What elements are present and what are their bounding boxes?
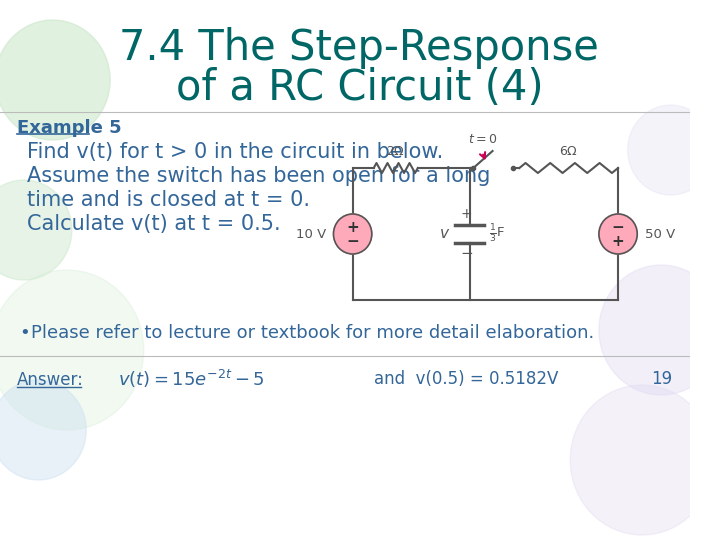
Circle shape xyxy=(599,214,637,254)
Text: $\frac{1}{3}$F: $\frac{1}{3}$F xyxy=(489,223,505,245)
Text: of a RC Circuit (4): of a RC Circuit (4) xyxy=(176,67,543,109)
Circle shape xyxy=(0,380,86,480)
Text: 7.4 The Step-Response: 7.4 The Step-Response xyxy=(120,27,599,69)
Text: 10 V: 10 V xyxy=(295,227,326,240)
Text: time and is closed at t = 0.: time and is closed at t = 0. xyxy=(27,190,310,210)
Text: 19: 19 xyxy=(652,370,672,388)
Text: Please refer to lecture or textbook for more detail elaboration.: Please refer to lecture or textbook for … xyxy=(31,324,594,342)
Text: Calculate v(t) at t = 0.5.: Calculate v(t) at t = 0.5. xyxy=(27,214,281,234)
Text: 6$\Omega$: 6$\Omega$ xyxy=(559,145,578,158)
Text: 2$\Omega$: 2$\Omega$ xyxy=(386,145,405,158)
Circle shape xyxy=(0,20,110,140)
Circle shape xyxy=(599,265,720,395)
Text: Example 5: Example 5 xyxy=(17,119,122,137)
Text: −: − xyxy=(346,233,359,248)
Circle shape xyxy=(570,385,714,535)
Text: Find v(t) for t > 0 in the circuit in below.: Find v(t) for t > 0 in the circuit in be… xyxy=(27,142,443,162)
Text: +: + xyxy=(346,219,359,234)
Text: −: − xyxy=(460,246,473,261)
Text: and  v(0.5) = 0.5182V: and v(0.5) = 0.5182V xyxy=(374,370,558,388)
Circle shape xyxy=(333,214,372,254)
Text: +: + xyxy=(461,207,472,221)
Text: Assume the switch has been open for a long: Assume the switch has been open for a lo… xyxy=(27,166,490,186)
Circle shape xyxy=(0,180,72,280)
Text: −: − xyxy=(612,219,624,234)
Circle shape xyxy=(0,270,144,430)
Text: Answer:: Answer: xyxy=(17,371,84,389)
Text: +: + xyxy=(612,233,624,248)
Text: •: • xyxy=(19,324,30,342)
Circle shape xyxy=(628,105,714,195)
Text: $v$: $v$ xyxy=(439,226,451,241)
Text: $v(t) = 15e^{-2t} - 5$: $v(t) = 15e^{-2t} - 5$ xyxy=(118,368,265,390)
Text: $t=0$: $t=0$ xyxy=(468,133,498,146)
Text: 50 V: 50 V xyxy=(645,227,675,240)
